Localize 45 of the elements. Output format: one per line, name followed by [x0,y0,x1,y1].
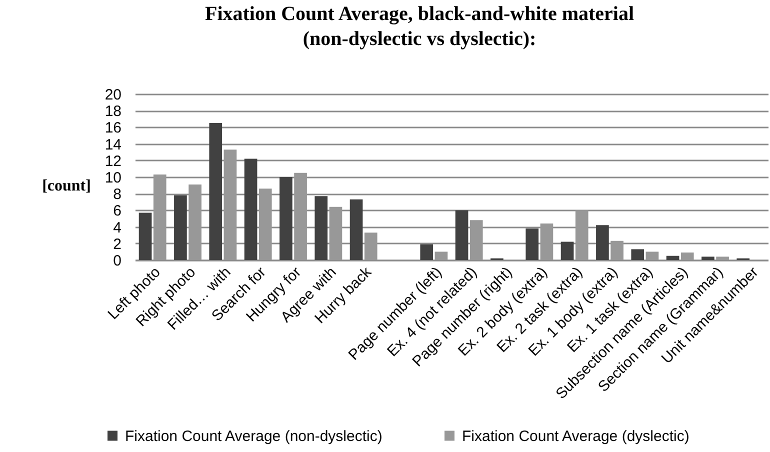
legend-label: Fixation Count Average (non-dyslectic) [125,428,382,445]
bar [174,195,187,260]
bar [610,240,624,260]
y-tick-label: 10 [104,170,122,186]
bar [575,210,588,260]
bar [350,199,363,260]
legend-label: Fixation Count Average (dyslectic) [462,428,690,445]
y-tick-label: 8 [113,186,122,204]
bar [716,256,729,260]
bar [188,184,202,260]
bar [280,177,292,260]
bar [526,228,539,260]
bar [329,206,342,260]
y-tick-label: 0 [113,252,122,270]
bar [434,252,448,260]
bar [470,220,483,260]
bar [455,210,468,260]
bar [224,150,237,260]
y-axis-title: [count] [42,178,91,194]
bar [153,174,166,260]
y-tick-label: 6 [113,202,122,220]
bar [540,223,554,260]
y-tick-label: 12 [104,152,122,170]
bar [294,172,307,260]
y-tick-label: 4 [113,219,122,236]
y-tick-label: 14 [104,136,122,154]
y-tick-label: 20 [104,86,122,104]
chart-title: Fixation Count Average, black-and-white material (non-dyslectic vs dyslectic): [204,3,634,50]
bar [244,158,258,260]
bar [680,252,694,260]
bar [258,188,272,260]
y-tick-label: 2 [113,236,122,253]
bar [209,123,222,260]
bar [420,244,434,260]
y-tick-label: 16 [104,120,122,137]
bar [560,242,574,260]
bar [631,249,644,260]
bar [702,256,714,260]
bar [314,196,328,260]
bar [364,232,378,260]
y-tick-label: 18 [104,103,122,120]
bar [596,225,609,260]
bar [646,252,659,260]
bar [666,256,680,260]
bar [138,212,152,260]
